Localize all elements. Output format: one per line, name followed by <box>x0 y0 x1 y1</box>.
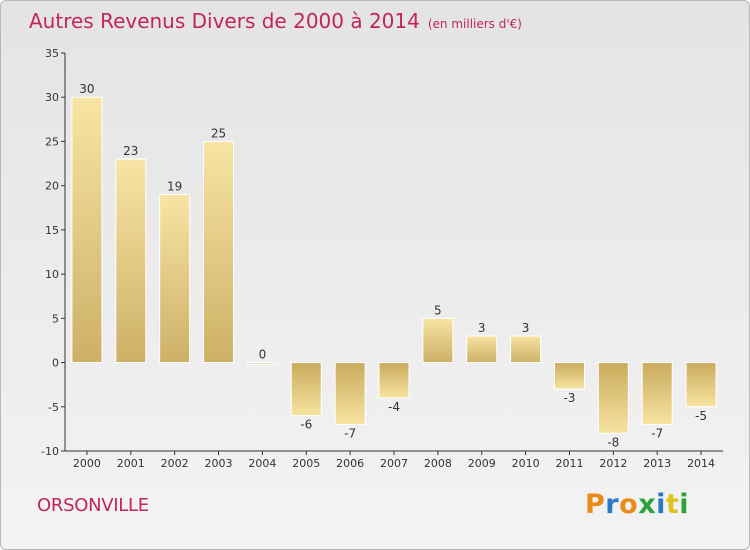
x-tick-label: 2005 <box>292 457 320 470</box>
commune-name: ORSONVILLE <box>37 495 149 516</box>
data-label-2007: -4 <box>388 400 400 414</box>
x-tick-label: 2009 <box>468 457 496 470</box>
data-label-2000: 30 <box>79 82 94 96</box>
bar-2010 <box>510 335 542 364</box>
x-tick-label: 2012 <box>599 457 627 470</box>
data-label-2009: 3 <box>478 321 486 335</box>
bar-2014 <box>685 362 717 408</box>
bar-2008 <box>422 317 454 364</box>
x-tick-label: 2006 <box>336 457 364 470</box>
x-tick-label: 2004 <box>248 457 276 470</box>
data-label-2008: 5 <box>434 303 442 317</box>
x-tick-label: 2008 <box>424 457 452 470</box>
chart-title: Autres Revenus Divers de 2000 à 2014 (en … <box>29 9 522 33</box>
x-tick-label: 2010 <box>512 457 540 470</box>
y-tick-label: 15 <box>45 224 59 237</box>
x-tick-label: 2002 <box>161 457 189 470</box>
bar-2012 <box>597 362 629 434</box>
data-label-2014: -5 <box>695 409 707 423</box>
data-label-2004: 0 <box>259 348 267 362</box>
x-tick-label: 2000 <box>73 457 101 470</box>
x-tick-label: 2003 <box>205 457 233 470</box>
y-tick-label: 20 <box>45 180 59 193</box>
bar-2009 <box>466 335 498 364</box>
logo-letter: t <box>665 489 680 520</box>
data-label-2001: 23 <box>123 144 138 158</box>
logo-letter: P <box>585 489 606 520</box>
bar-2006 <box>334 362 366 425</box>
x-tick-label: 2013 <box>643 457 671 470</box>
y-tick-label: 10 <box>45 268 59 281</box>
y-tick-label: 25 <box>45 135 59 148</box>
bar-2001 <box>115 158 147 364</box>
bar-2003 <box>203 140 235 364</box>
chart-title-text: Autres Revenus Divers de 2000 à 2014 <box>29 9 420 33</box>
data-label-2012: -8 <box>607 435 619 449</box>
bar-2007 <box>378 362 410 399</box>
data-label-2006: -7 <box>344 426 356 440</box>
x-tick-label: 2007 <box>380 457 408 470</box>
y-tick-label: 5 <box>52 312 59 325</box>
y-tick-label: 0 <box>52 357 59 370</box>
x-tick-label: 2014 <box>687 457 715 470</box>
data-label-2005: -6 <box>300 418 312 432</box>
y-tick-label: -5 <box>48 401 59 414</box>
x-tick-label: 2001 <box>117 457 145 470</box>
data-label-2003: 25 <box>211 126 226 140</box>
proxiti-logo: Proxiti <box>585 489 689 520</box>
y-tick-label: -10 <box>41 445 59 458</box>
bar-2004 <box>246 362 278 365</box>
data-label-2010: 3 <box>522 321 530 335</box>
logo-letter: i <box>679 489 690 520</box>
bar-2011 <box>553 362 585 390</box>
bar-2005 <box>290 362 322 417</box>
data-label-2002: 19 <box>167 180 182 194</box>
logo-letter: r <box>605 489 620 520</box>
data-label-2011: -3 <box>563 391 575 405</box>
logo-letter: x <box>638 489 657 520</box>
logo-letter: i <box>656 489 666 520</box>
bar-2013 <box>641 362 673 425</box>
logo-letter: o <box>619 489 639 520</box>
x-tick-label: 2011 <box>555 457 583 470</box>
data-label-2013: -7 <box>651 426 663 440</box>
y-tick-label: 30 <box>45 91 59 104</box>
y-tick-label: 35 <box>45 47 59 60</box>
bar-2002 <box>159 194 191 364</box>
bar-2000 <box>71 96 103 364</box>
chart-title-unit: (en milliers d'€) <box>427 17 522 31</box>
